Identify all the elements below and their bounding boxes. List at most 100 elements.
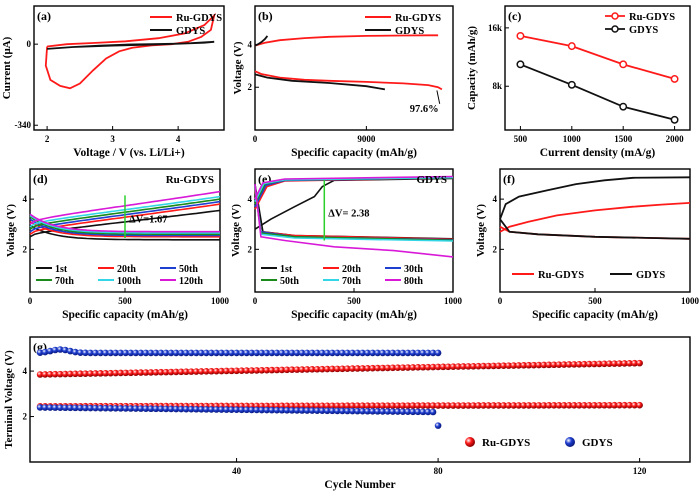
cycle-point-ru-gdys-charge: [616, 360, 623, 367]
cycle-point-ru-gdys-charge: [510, 362, 517, 369]
cycle-point-gdys-charge: [409, 349, 417, 357]
cycle-point-ru-gdys-discharge: [560, 402, 568, 409]
legend-label: GDYS: [395, 26, 424, 37]
cycle-point-ru-gdys-discharge: [585, 401, 593, 409]
cycle-point-ru-gdys-discharge: [606, 401, 613, 409]
legend-label: GDYS: [582, 437, 613, 449]
cycle-point-ru-gdys-charge: [87, 370, 94, 377]
cycle-point-ru-gdys-charge: [374, 364, 381, 372]
cycle-point-ru-gdys-charge: [273, 366, 281, 374]
cycle-point-ru-gdys-charge: [77, 370, 84, 378]
cycle-point-gdys-charge: [102, 349, 109, 357]
cycle-point-gdys-charge: [298, 349, 306, 357]
y-tick-label: 2: [248, 244, 253, 254]
cycle-point-gdys-discharge: [56, 404, 64, 411]
cycle-point-ru-gdys-discharge: [419, 402, 427, 409]
cycle-point-ru-gdys-charge: [399, 364, 407, 371]
cycle-point-gdys-charge: [157, 349, 165, 357]
cycle-point-ru-gdys-charge: [364, 364, 371, 372]
cycle-point-gdys-discharge: [268, 406, 276, 414]
cycle-point-ru-gdys-charge: [41, 371, 49, 378]
x-tick-label: 9000: [357, 134, 376, 144]
cycle-point-ru-gdys-charge: [127, 369, 135, 377]
cycle-point-ru-gdys-charge: [485, 362, 492, 370]
y-tick-label: 4: [248, 39, 253, 49]
cycle-point-gdys-charge: [303, 349, 311, 357]
cycle-point-ru-gdys-discharge: [580, 401, 588, 409]
cycle-point-gdys-discharge: [263, 406, 271, 414]
cycle-point-ru-gdys-charge: [313, 365, 321, 373]
cycle-point-gdys-discharge: [92, 404, 99, 412]
plot-frame-a: [33, 5, 225, 131]
cycle-point-ru-gdys-charge: [67, 370, 74, 378]
cycle-point-gdys-discharge: [359, 407, 366, 415]
cycle-point-ru-gdys-charge: [424, 363, 432, 371]
panel-label: (a): [37, 9, 51, 23]
cycle-point-gdys-charge: [46, 347, 54, 355]
legend-label: 20th: [342, 264, 361, 275]
delta-v-label: ΔV=1.67: [129, 215, 168, 226]
cycle-point-gdys-charge: [127, 349, 135, 357]
cycle-point-gdys-discharge: [127, 405, 135, 412]
x-tick-label: 0: [28, 296, 33, 306]
cycle-point-ru-gdys-charge: [439, 363, 447, 371]
y-tick-label: 4: [23, 366, 28, 376]
cycle-point-gdys-discharge: [424, 408, 432, 416]
cycle-point-gdys-discharge: [223, 406, 230, 413]
cycle-point-ru-gdys-discharge: [555, 402, 563, 409]
cycle-point-gdys-discharge: [162, 405, 170, 413]
legend-label: Ru-GDYS: [395, 13, 441, 24]
cycle-point-gdys-charge: [434, 349, 442, 357]
cycle-point-ru-gdys-discharge: [354, 402, 361, 410]
cycle-point-ru-gdys-charge: [409, 364, 417, 371]
cycle-point-ru-gdys-discharge: [303, 402, 311, 410]
x-tick-label: 500: [514, 134, 528, 144]
cycle-point-gdys-discharge: [233, 406, 240, 414]
x-tick-label: 1000: [681, 296, 700, 306]
y-axis-label: Capacity (mAh/g): [466, 26, 478, 110]
x-axis-label: Specific capacity (mAh/g): [291, 309, 417, 321]
cycle-point-ru-gdys-charge: [495, 362, 502, 370]
cycle-point-ru-gdys-discharge: [298, 402, 306, 410]
y-tick-label: 4: [493, 194, 498, 204]
cycle-point-ru-gdys-charge: [611, 360, 618, 367]
cycle-point-ru-gdys-discharge: [359, 402, 366, 410]
cycle-point-ru-gdys-charge: [394, 364, 402, 372]
cycle-point-gdys-charge: [429, 349, 437, 357]
cycle-point-ru-gdys-discharge: [424, 402, 432, 409]
cycle-point-ru-gdys-charge: [334, 365, 341, 373]
cycle-point-gdys-final: [434, 422, 442, 429]
cycle-point-gdys-charge: [419, 349, 427, 357]
cycle-point-ru-gdys-charge: [465, 363, 472, 370]
panel-f: 0 500 1000 2 4 (f) Specific capacity (mAh/g) Vo…: [475, 168, 700, 321]
cycle-point-gdys-charge: [203, 349, 210, 357]
cycle-point-gdys-charge: [288, 349, 296, 357]
cycle-point-gdys-charge: [238, 349, 245, 357]
y-tick-label: 2: [23, 412, 28, 422]
cycle-point-ru-gdys-charge: [51, 370, 59, 378]
cycle-point-gdys-discharge: [112, 405, 119, 412]
cycle-point-gdys-discharge: [354, 407, 361, 415]
cycle-point-gdys-discharge: [384, 408, 392, 415]
cycle-point-ru-gdys-charge: [429, 363, 437, 371]
cycle-point-ru-gdys-discharge: [379, 402, 386, 409]
cycle-point-gdys-discharge: [298, 407, 306, 414]
cycle-point-gdys-discharge: [72, 404, 79, 412]
cycle-point-ru-gdys-discharge: [480, 402, 487, 409]
cycle-point-ru-gdys-charge: [590, 360, 598, 368]
cycle-point-ru-gdys-charge: [404, 364, 412, 371]
series-gdys: [520, 63, 675, 121]
cycle-point-gdys-discharge: [152, 405, 160, 413]
cycle-point-ru-gdys-discharge: [505, 402, 512, 409]
legend-label: GDYS: [176, 26, 205, 37]
cycle-point-gdys-charge: [414, 349, 422, 357]
cycle-point-gdys-discharge: [182, 405, 190, 413]
cycle-point-gdys-charge: [318, 349, 326, 357]
cycle-point-gdys-charge: [182, 349, 190, 357]
cycle-point-gdys-charge: [142, 349, 150, 357]
data-point-ru-gdys: [670, 74, 679, 83]
cycle-point-gdys-discharge: [77, 404, 84, 412]
legend-label: Ru-GDYS: [176, 13, 222, 24]
cycle-point-ru-gdys-charge: [384, 364, 392, 372]
